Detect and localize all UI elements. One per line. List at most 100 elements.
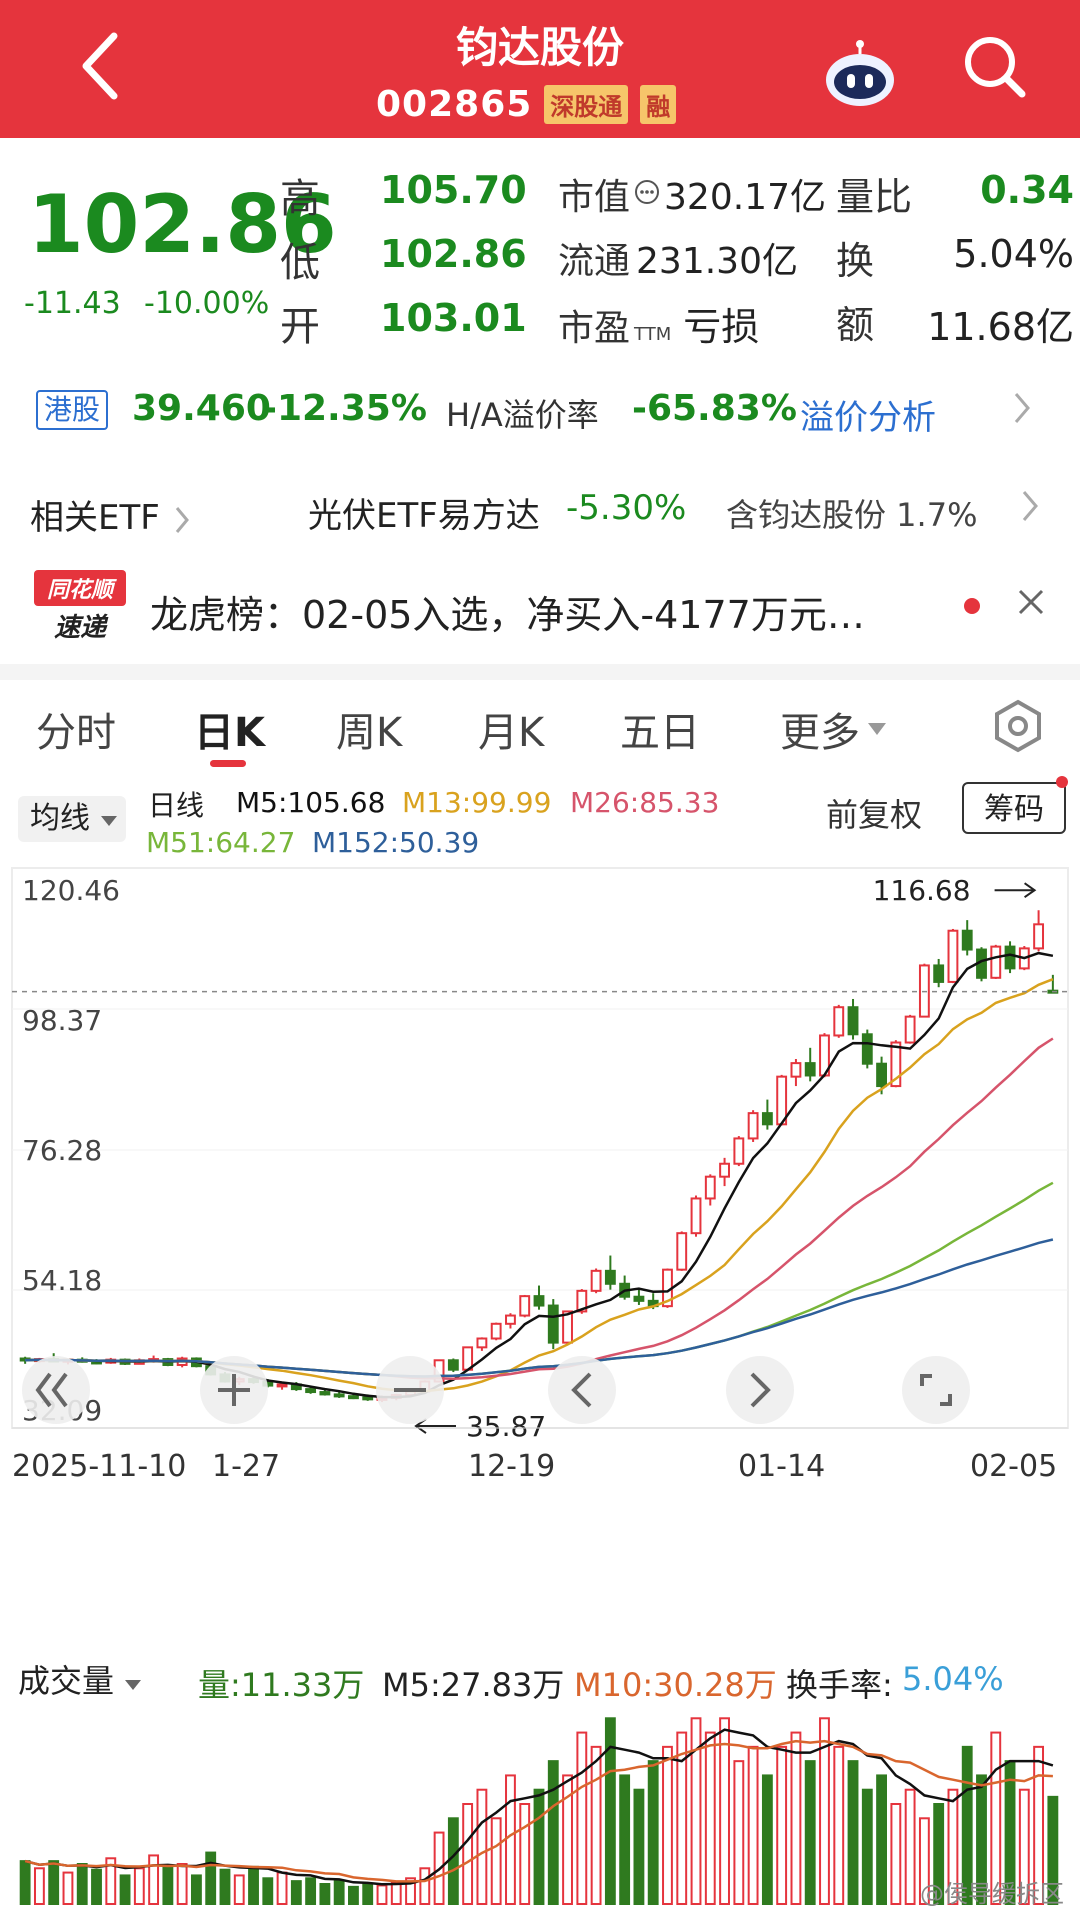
volume-bar [319,1883,331,1905]
ha-premium-value: -65.83% [632,388,797,429]
volume-bar [933,1803,945,1905]
volume-indicator-select[interactable]: 成交量 [18,1656,142,1702]
volume-bar [647,1760,659,1906]
tab-daily-k[interactable]: 日K [194,710,265,756]
turnover-rate-label: 换手率: [786,1666,893,1704]
volume-bar [462,1803,474,1905]
margin-tag: 融 [640,84,677,124]
ma-line-51 [25,1181,1054,1378]
tab-five-day[interactable]: 五日 [620,710,700,756]
robot-assistant-icon[interactable] [820,40,900,110]
high-marker-label: 116.68 [873,874,971,907]
low-value: 102.86 [380,232,527,276]
volume-bar [305,1877,317,1906]
candle [590,1269,602,1292]
premium-analysis-link[interactable]: 溢价分析 [800,398,936,438]
close-icon[interactable] [1014,584,1048,628]
amount-value: 11.68亿 [927,305,1074,349]
etf-holding-weight: 含钧达股份 1.7% [726,496,978,534]
scroll-right-button[interactable] [726,1356,794,1424]
watermark: @侯导缓拆区 [920,1880,1064,1908]
volume-bar [733,1760,745,1906]
price-adjust-toggle[interactable]: 前复权 [826,796,923,834]
x-tick-label: 2025-11-10 [12,1449,186,1484]
news-headline[interactable]: 龙虎榜：02-05入选，净买入-4177万元… [150,593,865,637]
volume-bar [833,1745,845,1905]
ma152-value: M152:50.39 [312,826,480,859]
candle [790,1062,802,1078]
indicator-select[interactable]: 均线 [18,796,126,842]
volume-bar [747,1745,759,1905]
hk-change-percent: -12.35% [262,388,427,429]
price-change-percent: -10.00% [144,286,270,321]
zoom-in-button[interactable] [200,1356,268,1424]
settings-icon[interactable] [990,698,1046,754]
etf-name[interactable]: 光伏ETF易方达 [308,496,540,536]
page-title: 钧达股份 [455,23,624,72]
volume-bar [19,1860,31,1905]
volume-bar [119,1874,131,1906]
volume-bar [490,1817,502,1905]
connect-tag: 深股通 [544,84,629,124]
hk-share-tag[interactable]: 港股 [36,390,109,430]
volume-bar [533,1788,545,1905]
volume-bar [190,1874,202,1906]
volume-bar [447,1817,459,1905]
fullscreen-button[interactable] [902,1356,970,1424]
tab-intraday[interactable]: 分时 [36,710,116,756]
x-tick-label: 01-14 [738,1449,825,1484]
etf-change-percent: -5.30% [566,488,687,528]
volume-ma10: M10:30.28万 [574,1666,777,1704]
volume-bar [619,1774,631,1905]
volume-bar [776,1745,788,1905]
volume-bar [576,1731,588,1906]
volume-bar [76,1863,88,1905]
tab-monthly-k[interactable]: 月K [478,710,545,756]
pe-ratio: 市盈 TTM 亏损 [558,296,759,351]
tab-weekly-k[interactable]: 周K [336,710,403,756]
candle [804,1062,816,1077]
ha-premium-label: H/A溢价率 [446,396,599,434]
tab-more-label: 更多 [780,710,860,756]
volume-bar [362,1883,374,1905]
info-icon[interactable] [634,179,660,209]
back-icon[interactable] [70,26,130,106]
volume-bar [233,1874,245,1906]
high-arrow-head [1024,882,1037,899]
dropdown-arrow-icon [125,1680,142,1690]
candle [719,1162,730,1178]
volume-bar [719,1717,730,1905]
scroll-left-button[interactable] [548,1356,616,1424]
candle [947,929,959,983]
chevron-right-icon[interactable] [1018,486,1042,535]
rewind-button[interactable] [22,1356,90,1424]
x-tick-label: 12-19 [468,1449,555,1484]
market-cap-label: 市值 [558,177,631,218]
logo-top-text: 同花顺 [47,578,117,603]
related-etf-label[interactable]: 相关ETF [30,490,193,539]
volume-bar [33,1867,45,1906]
active-tab-indicator [210,760,246,767]
candle [519,1295,531,1317]
y-tick-label: 120.46 [22,874,120,907]
search-icon[interactable] [960,32,1030,102]
candle [876,1062,888,1088]
candle [490,1322,502,1340]
tonghuashun-express-logo: 同花顺 速递 [34,570,126,643]
volume-bar [276,1871,288,1905]
related-etf-text: 相关ETF [30,498,160,538]
candle [933,964,945,983]
candle [733,1137,745,1165]
zoom-out-button[interactable] [376,1356,444,1424]
low-marker-label: 35.87 [466,1410,546,1443]
chevron-right-icon[interactable] [1010,388,1034,437]
y-tick-label: 76.28 [22,1134,102,1167]
volume-bar [48,1860,60,1905]
chips-button[interactable]: 筹码 [962,782,1066,834]
volume-bar [976,1774,987,1905]
volume-bar [390,1881,402,1905]
tab-more[interactable]: 更多 [780,700,888,758]
volume-bar [761,1774,773,1905]
volume-chart[interactable] [0,1700,1080,1908]
